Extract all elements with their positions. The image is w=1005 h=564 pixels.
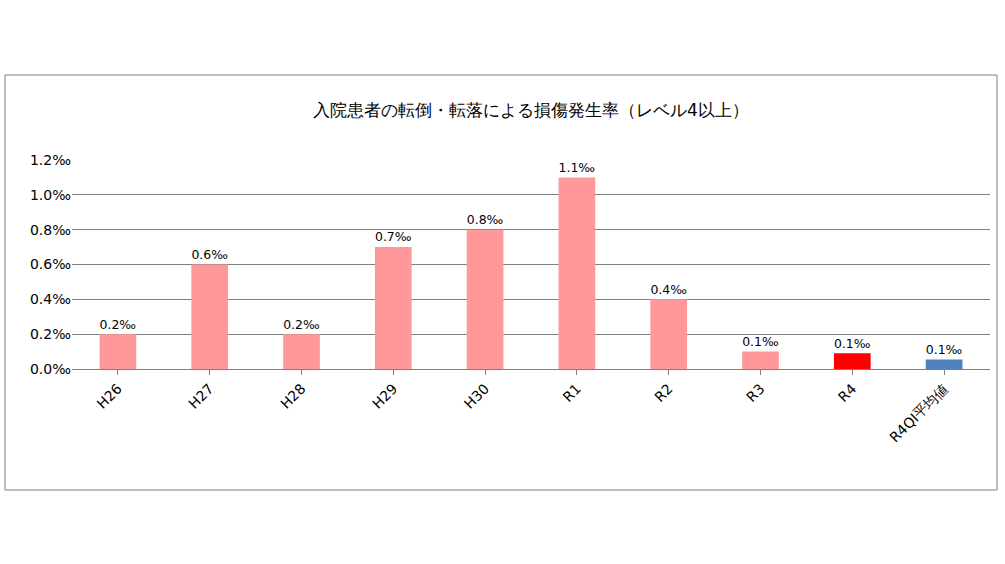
svg-text:0.1‰: 0.1‰: [834, 336, 871, 351]
svg-text:H27: H27: [185, 381, 216, 412]
svg-text:0.1‰: 0.1‰: [742, 334, 779, 349]
svg-text:H28: H28: [277, 381, 308, 412]
svg-text:0.4‰: 0.4‰: [650, 282, 687, 297]
svg-text:R3: R3: [743, 381, 767, 405]
svg-text:H29: H29: [369, 381, 400, 412]
svg-text:0.6‰: 0.6‰: [30, 256, 71, 272]
svg-text:0.7‰: 0.7‰: [375, 229, 412, 244]
svg-text:入院患者の転倒・転落による損傷発生率（レベル4以上）: 入院患者の転倒・転落による損傷発生率（レベル4以上）: [313, 100, 749, 120]
svg-text:0.2‰: 0.2‰: [30, 326, 71, 342]
svg-text:1.1‰: 1.1‰: [559, 160, 596, 175]
svg-text:0.0‰: 0.0‰: [30, 361, 71, 377]
svg-text:1.2‰: 1.2‰: [30, 152, 71, 168]
svg-text:0.8‰: 0.8‰: [30, 222, 71, 238]
svg-text:0.8‰: 0.8‰: [467, 212, 504, 227]
svg-text:1.0‰: 1.0‰: [30, 187, 71, 203]
svg-text:R4QI平均値: R4QI平均値: [886, 381, 951, 446]
svg-text:0.6‰: 0.6‰: [191, 247, 228, 262]
svg-text:H30: H30: [461, 381, 492, 412]
svg-text:R4: R4: [835, 380, 860, 405]
svg-text:H26: H26: [94, 380, 125, 411]
svg-text:R1: R1: [559, 381, 583, 405]
svg-text:R2: R2: [651, 381, 675, 405]
svg-text:0.2‰: 0.2‰: [100, 317, 137, 332]
svg-text:0.1‰: 0.1‰: [926, 342, 963, 357]
svg-text:0.4‰: 0.4‰: [30, 291, 71, 307]
svg-text:0.2‰: 0.2‰: [283, 317, 320, 332]
